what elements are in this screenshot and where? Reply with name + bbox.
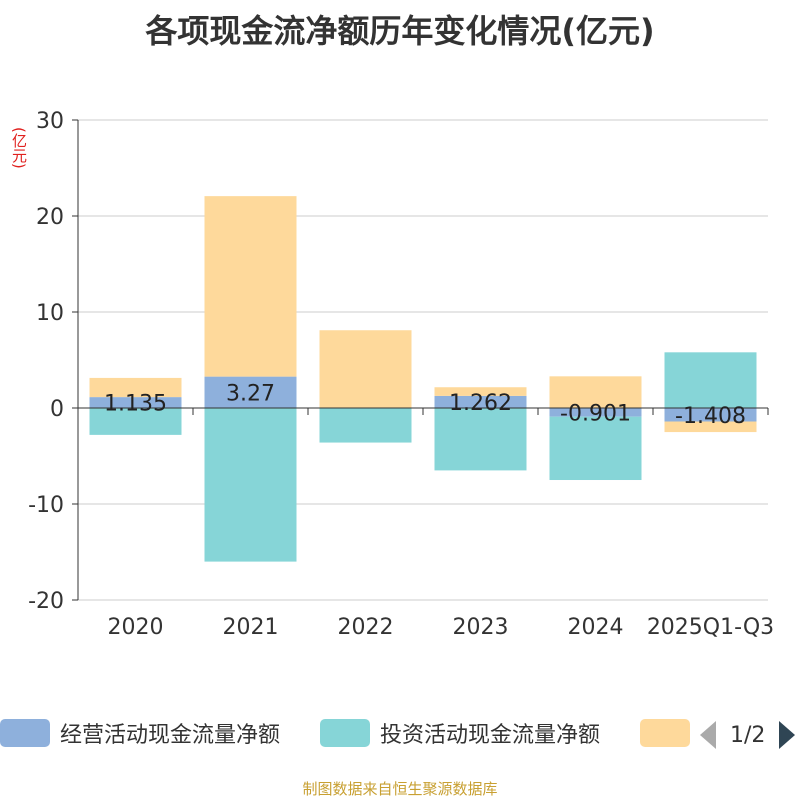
chart-title: 各项现金流净额历年变化情况(亿元) [145, 12, 655, 50]
triangle-left-icon[interactable] [700, 721, 716, 749]
data-source-note: 制图数据来自恒生聚源数据库 [302, 780, 498, 798]
data-label: 1.135 [104, 392, 167, 417]
y-tick-label: 0 [50, 397, 64, 422]
legend-label-operating: 经营活动现金流量净额 [60, 723, 281, 748]
legend-swatch-operating [0, 719, 50, 747]
legend-swatch-investing [320, 719, 370, 747]
legend-page-indicator: 1/2 [730, 722, 766, 748]
x-tick-label: 2022 [338, 615, 394, 640]
x-tick-label: 2021 [223, 615, 279, 640]
y-tick-label: 20 [36, 205, 64, 230]
bar-operating [89, 397, 182, 408]
data-label: 1.262 [449, 391, 512, 416]
bar-financing [664, 421, 757, 433]
x-tick-label: 2020 [108, 615, 164, 640]
triangle-right-icon[interactable] [779, 721, 796, 749]
x-tick-label: 2024 [568, 615, 624, 640]
legend-swatch-financing [640, 719, 690, 747]
legend-item-investing[interactable]: 投资活动现金流量净额 [320, 718, 600, 748]
legend-pager: 1/2 [700, 718, 796, 752]
bar-financing [319, 330, 412, 408]
y-tick-label: 10 [36, 301, 64, 326]
bar-investing [319, 408, 412, 443]
bar-operating [434, 395, 527, 408]
bar-financing [434, 387, 527, 396]
x-tick-label: 2025Q1-Q3 [647, 615, 774, 640]
y-axis-unit-label: (亿元) [10, 127, 28, 169]
bar-investing [204, 408, 297, 562]
legend: 经营活动现金流量净额 投资活动现金流量净额 1/2 [0, 712, 800, 758]
bar-financing [549, 376, 642, 408]
bar-investing [549, 416, 642, 481]
legend-label-investing: 投资活动现金流量净额 [380, 723, 601, 748]
data-label: 3.27 [226, 381, 275, 406]
y-tick-label: 30 [36, 109, 64, 134]
x-tick-label: 2023 [453, 615, 509, 640]
stacked-bar-chart: 30 20 10 0 -10 -20 2020 2021 2022 2023 2024 2025Q1-… [28, 109, 774, 640]
bar-operating [664, 408, 757, 422]
bar-financing [204, 196, 297, 377]
data-label: -1.408 [675, 404, 746, 429]
legend-item-financing[interactable] [640, 718, 700, 748]
bar-investing [664, 352, 757, 408]
legend-item-operating[interactable]: 经营活动现金流量净额 [0, 718, 280, 748]
bar-operating [549, 408, 642, 417]
bar-financing [89, 377, 182, 398]
bar-investing [89, 408, 182, 435]
bar-investing [434, 408, 527, 471]
bar-operating [204, 376, 297, 408]
y-tick-label: -20 [28, 589, 64, 614]
data-label: -0.901 [560, 401, 631, 426]
y-tick-label: -10 [28, 493, 64, 518]
